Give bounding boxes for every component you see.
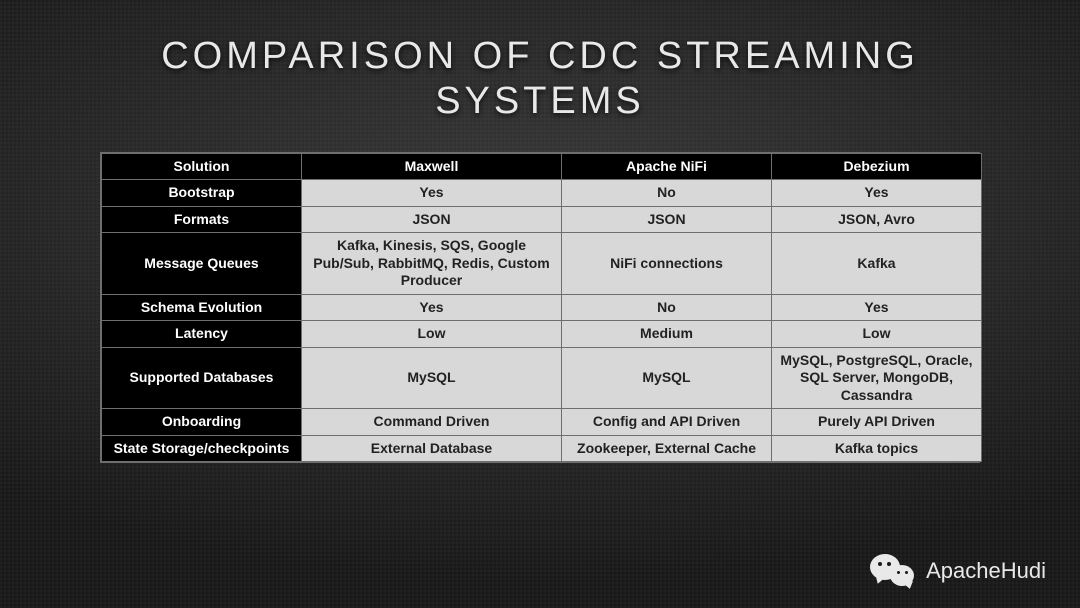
table-header-row: Solution Maxwell Apache NiFi Debezium — [102, 153, 982, 180]
col-header: Maxwell — [302, 153, 562, 180]
table-cell: MySQL, PostgreSQL, Oracle, SQL Server, M… — [772, 347, 982, 409]
wechat-icon — [870, 554, 916, 588]
col-header: Debezium — [772, 153, 982, 180]
table-cell: Low — [772, 321, 982, 348]
comparison-table: Solution Maxwell Apache NiFi Debezium Bo… — [101, 153, 982, 463]
table-cell: Command Driven — [302, 409, 562, 436]
table-row: Message QueuesKafka, Kinesis, SQS, Googl… — [102, 233, 982, 295]
table-row: Supported DatabasesMySQLMySQLMySQL, Post… — [102, 347, 982, 409]
row-header: Bootstrap — [102, 180, 302, 207]
col-header: Apache NiFi — [562, 153, 772, 180]
table-cell: JSON — [302, 206, 562, 233]
table-cell: Medium — [562, 321, 772, 348]
row-header: Message Queues — [102, 233, 302, 295]
table-cell: MySQL — [562, 347, 772, 409]
table-cell: Purely API Driven — [772, 409, 982, 436]
footer-label: ApacheHudi — [926, 558, 1046, 584]
table-cell: Kafka — [772, 233, 982, 295]
table-cell: JSON — [562, 206, 772, 233]
table-row: OnboardingCommand DrivenConfig and API D… — [102, 409, 982, 436]
row-header: Supported Databases — [102, 347, 302, 409]
table-cell: JSON, Avro — [772, 206, 982, 233]
footer: ApacheHudi — [870, 554, 1046, 588]
table-row: FormatsJSONJSONJSON, Avro — [102, 206, 982, 233]
table-cell: No — [562, 180, 772, 207]
table-row: State Storage/checkpointsExternal Databa… — [102, 435, 982, 462]
table-cell: Low — [302, 321, 562, 348]
table-cell: Config and API Driven — [562, 409, 772, 436]
table-cell: Yes — [302, 294, 562, 321]
slide-title-line1: COMPARISON OF CDC STREAMING — [161, 35, 919, 77]
row-header: Schema Evolution — [102, 294, 302, 321]
row-header: Onboarding — [102, 409, 302, 436]
table-row: LatencyLowMediumLow — [102, 321, 982, 348]
table-cell: Yes — [302, 180, 562, 207]
table-cell: Yes — [772, 180, 982, 207]
col-header: Solution — [102, 153, 302, 180]
table-cell: NiFi connections — [562, 233, 772, 295]
row-header: State Storage/checkpoints — [102, 435, 302, 462]
table-cell: Zookeeper, External Cache — [562, 435, 772, 462]
slide-title: COMPARISON OF CDC STREAMING SYSTEMS — [0, 0, 1080, 124]
table-cell: No — [562, 294, 772, 321]
table-row: BootstrapYesNoYes — [102, 180, 982, 207]
table-cell: Kafka, Kinesis, SQS, Google Pub/Sub, Rab… — [302, 233, 562, 295]
table-cell: MySQL — [302, 347, 562, 409]
row-header: Latency — [102, 321, 302, 348]
table-cell: Kafka topics — [772, 435, 982, 462]
comparison-table-container: Solution Maxwell Apache NiFi Debezium Bo… — [100, 152, 980, 464]
table-row: Schema EvolutionYesNoYes — [102, 294, 982, 321]
table-cell: External Database — [302, 435, 562, 462]
row-header: Formats — [102, 206, 302, 233]
slide-title-line2: SYSTEMS — [435, 80, 645, 122]
table-cell: Yes — [772, 294, 982, 321]
